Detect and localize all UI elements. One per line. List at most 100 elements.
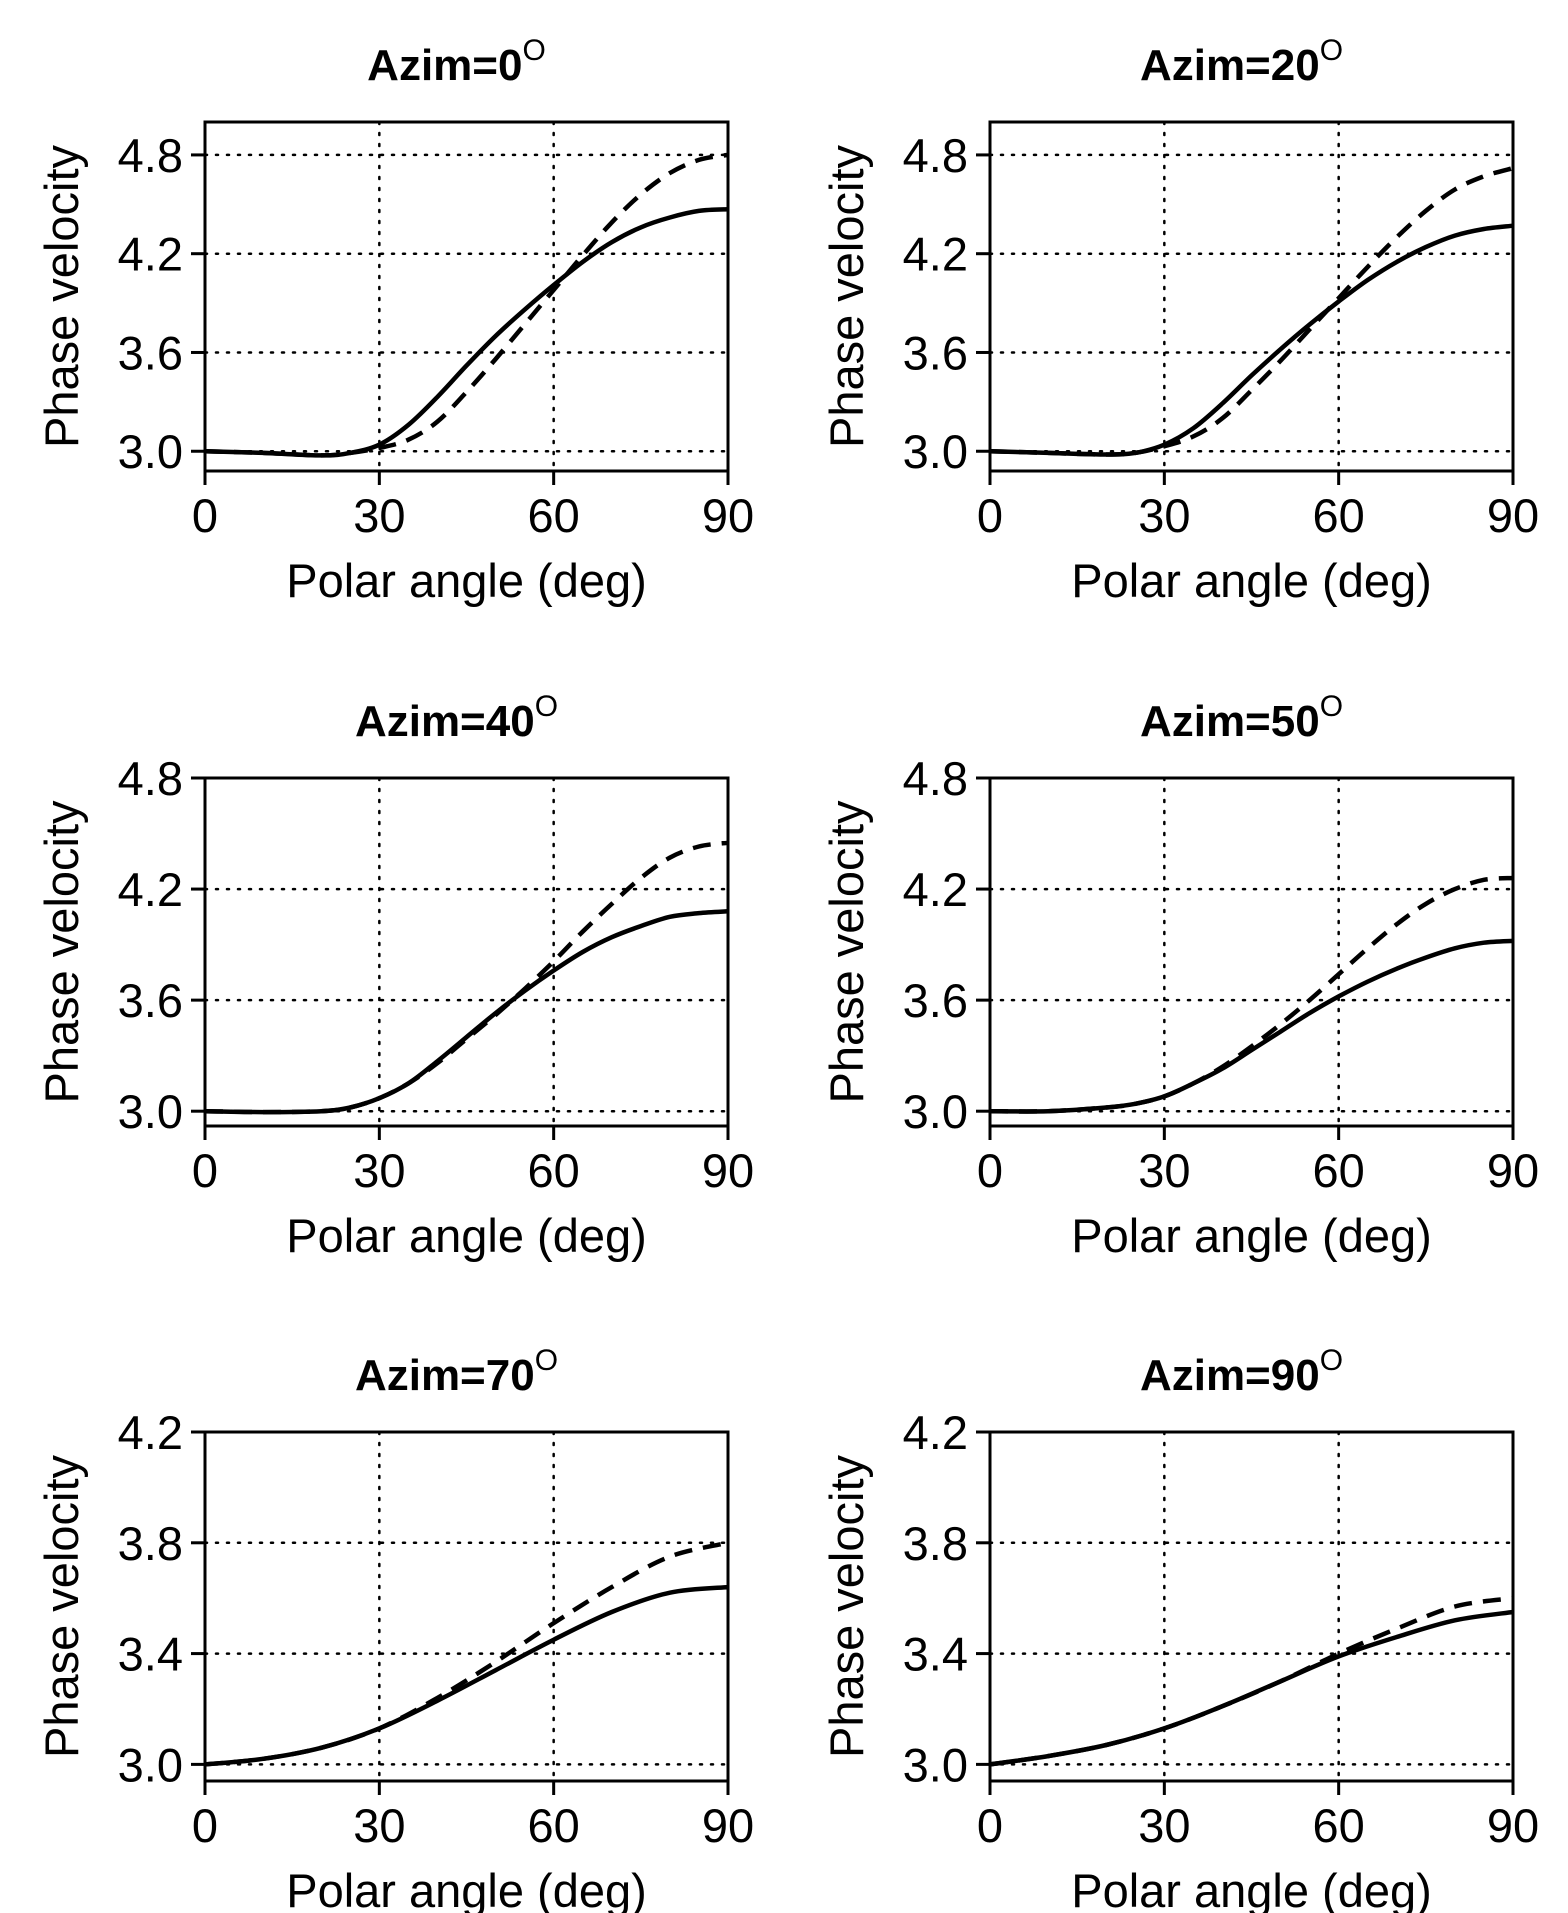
x-tick-label: 30 bbox=[353, 489, 405, 542]
series-line-solid bbox=[989, 938, 1514, 1114]
panel-title-superscript: O bbox=[535, 1344, 558, 1377]
series-line-dashed bbox=[989, 1595, 1514, 1767]
panel-4: Azim=50O 0 30 60 90 3.0 3.6 4.2 4.8 Polar angle (… bbox=[820, 690, 1539, 1262]
panel-title-text: Azim=20 bbox=[1140, 41, 1320, 90]
y-axis-label: Phase velocity bbox=[820, 800, 873, 1104]
x-tick-label: 30 bbox=[353, 1144, 405, 1197]
y-tick-label: 4.8 bbox=[903, 129, 968, 182]
y-tick-label: 4.8 bbox=[118, 752, 183, 805]
y-tick-label: 3.6 bbox=[903, 974, 968, 1027]
plot-frame bbox=[988, 120, 1515, 473]
panel-title-text: Azim=70 bbox=[355, 1351, 535, 1400]
y-tick-label: 4.2 bbox=[118, 863, 183, 916]
y-axis-label: Phase velocity bbox=[35, 800, 88, 1104]
x-tick-label: 0 bbox=[192, 489, 218, 542]
x-tick-label: 60 bbox=[1313, 489, 1365, 542]
y-tick-label: 4.2 bbox=[118, 228, 183, 281]
series-line-dashed bbox=[204, 152, 729, 458]
y-tick-label: 3.6 bbox=[118, 974, 183, 1027]
x-tick-label: 30 bbox=[1138, 489, 1190, 542]
x-tick-label: 60 bbox=[528, 1144, 580, 1197]
x-tick-label: 90 bbox=[702, 1144, 754, 1197]
series-line-solid bbox=[204, 909, 729, 1115]
x-tick-label: 60 bbox=[528, 489, 580, 542]
x-tick-label: 90 bbox=[702, 489, 754, 542]
plot-frame bbox=[203, 776, 730, 1128]
panel-title-superscript: O bbox=[1320, 690, 1343, 723]
y-tick-label: 4.2 bbox=[903, 1406, 968, 1459]
y-tick-label: 3.0 bbox=[903, 1738, 968, 1791]
x-axis-label: Polar angle (deg) bbox=[286, 1209, 647, 1262]
panel-title: Azim=70O bbox=[355, 1344, 558, 1400]
plot-frame bbox=[988, 776, 1515, 1128]
y-tick-label: 3.0 bbox=[903, 425, 968, 478]
x-tick-label: 0 bbox=[977, 1144, 1003, 1197]
x-tick-label: 90 bbox=[1487, 1799, 1539, 1852]
y-tick-label: 3.0 bbox=[118, 1085, 183, 1138]
panel-title-text: Azim=0 bbox=[367, 41, 522, 90]
x-tick-label: 30 bbox=[1138, 1144, 1190, 1197]
x-axis-label: Polar angle (deg) bbox=[286, 554, 647, 607]
series-line-dashed bbox=[989, 165, 1514, 457]
series-line-solid bbox=[204, 1584, 729, 1767]
series-line-dashed bbox=[989, 875, 1514, 1114]
panel-6: Azim=90O 0 30 60 90 3.0 3.4 3.8 4.2 Polar angle (… bbox=[820, 1344, 1539, 1913]
panel-title-superscript: O bbox=[1320, 34, 1343, 67]
y-axis-label: Phase velocity bbox=[820, 1454, 873, 1758]
y-tick-label: 3.0 bbox=[118, 425, 183, 478]
x-tick-label: 0 bbox=[192, 1144, 218, 1197]
y-tick-label: 4.2 bbox=[903, 228, 968, 281]
plot-frame bbox=[988, 1430, 1515, 1783]
y-tick-label: 4.2 bbox=[903, 863, 968, 916]
x-tick-label: 0 bbox=[977, 489, 1003, 542]
panel-title-superscript: O bbox=[535, 690, 558, 723]
x-tick-label: 90 bbox=[1487, 1144, 1539, 1197]
x-tick-label: 60 bbox=[1313, 1799, 1365, 1852]
x-axis-label: Polar angle (deg) bbox=[1071, 554, 1432, 607]
y-tick-label: 3.4 bbox=[118, 1628, 183, 1681]
series-line-solid bbox=[204, 207, 729, 458]
x-tick-label: 0 bbox=[977, 1799, 1003, 1852]
y-tick-label: 4.8 bbox=[118, 129, 183, 182]
panel-title-superscript: O bbox=[1320, 1344, 1343, 1377]
x-axis-label: Polar angle (deg) bbox=[1071, 1209, 1432, 1262]
x-tick-label: 60 bbox=[528, 1799, 580, 1852]
series-line-solid bbox=[989, 1609, 1514, 1767]
panel-title: Azim=20O bbox=[1140, 34, 1343, 90]
panel-1: Azim=0O 0 30 60 90 3.0 3.6 4.2 4.8 Polar angle (d… bbox=[35, 34, 754, 607]
y-axis-label: Phase velocity bbox=[35, 144, 88, 448]
panel-title: Azim=50O bbox=[1140, 690, 1343, 746]
x-axis-label: Polar angle (deg) bbox=[286, 1864, 647, 1913]
x-tick-label: 90 bbox=[1487, 489, 1539, 542]
x-tick-label: 30 bbox=[1138, 1799, 1190, 1852]
plot-frame bbox=[203, 1430, 730, 1783]
series-line-solid bbox=[989, 223, 1514, 457]
x-tick-label: 90 bbox=[702, 1799, 754, 1852]
panel-2: Azim=20O 0 30 60 90 3.0 3.6 4.2 4.8 Polar angle (… bbox=[820, 34, 1539, 607]
panel-title-superscript: O bbox=[522, 34, 545, 67]
panel-title-text: Azim=90 bbox=[1140, 1351, 1320, 1400]
panel-title: Azim=40O bbox=[355, 690, 558, 746]
panel-title-text: Azim=50 bbox=[1140, 697, 1320, 746]
x-tick-label: 60 bbox=[1313, 1144, 1365, 1197]
panel-3: Azim=40O 0 30 60 90 3.0 3.6 4.2 4.8 Polar angle (… bbox=[35, 690, 754, 1262]
panel-title-text: Azim=40 bbox=[355, 697, 535, 746]
y-tick-label: 4.8 bbox=[903, 752, 968, 805]
x-tick-label: 0 bbox=[192, 1799, 218, 1852]
y-tick-label: 3.4 bbox=[903, 1628, 968, 1681]
y-tick-label: 3.6 bbox=[903, 326, 968, 379]
panel-title: Azim=0O bbox=[367, 34, 546, 90]
y-tick-label: 3.0 bbox=[903, 1085, 968, 1138]
y-tick-label: 4.2 bbox=[118, 1406, 183, 1459]
panel-5: Azim=70O 0 30 60 90 3.0 3.4 3.8 4.2 Polar angle (… bbox=[35, 1344, 754, 1913]
series-line-dashed bbox=[204, 840, 729, 1115]
y-tick-label: 3.8 bbox=[118, 1517, 183, 1570]
x-tick-label: 30 bbox=[353, 1799, 405, 1852]
y-axis-label: Phase velocity bbox=[820, 144, 873, 448]
series-line-dashed bbox=[204, 1540, 729, 1767]
x-axis-label: Polar angle (deg) bbox=[1071, 1864, 1432, 1913]
y-tick-label: 3.6 bbox=[118, 326, 183, 379]
y-tick-label: 3.8 bbox=[903, 1517, 968, 1570]
panel-title: Azim=90O bbox=[1140, 1344, 1343, 1400]
